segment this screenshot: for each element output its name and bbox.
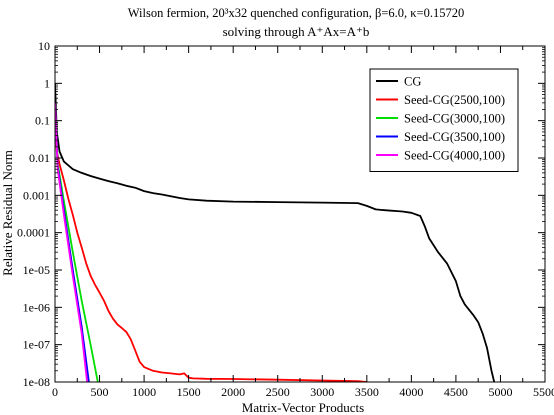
y-tick-label: 10 — [38, 39, 50, 53]
x-tick-label: 500 — [91, 385, 109, 399]
y-tick-label: 0.0001 — [17, 226, 50, 240]
legend-label: Seed-CG(4000,100) — [404, 149, 505, 163]
chart-title-line1: Wilson fermion, 20³x32 quenched configur… — [128, 6, 465, 20]
axes-layer: 0 500 1000 1500 2000 2500 3000 3500 4000 4500 5000… — [17, 39, 554, 399]
x-tick-label: 1500 — [177, 385, 201, 399]
legend-label: Seed-CG(3500,100) — [404, 130, 505, 144]
x-tick-label: 1000 — [132, 385, 156, 399]
y-tick-label: 1 — [44, 76, 50, 90]
legend-label: CG — [404, 75, 421, 89]
x-axis-label: Matrix-Vector Products — [242, 400, 364, 415]
x-tick-label: 5000 — [488, 385, 512, 399]
y-tick-label: 1e-07 — [23, 338, 50, 352]
series-line-0 — [55, 83, 496, 382]
legend-label: Seed-CG(2500,100) — [404, 93, 505, 107]
x-tick-label: 0 — [52, 385, 58, 399]
y-tick-label: 0.001 — [23, 188, 50, 202]
y-tick-label: 1e-06 — [23, 300, 50, 314]
x-tick-label: 4000 — [399, 385, 423, 399]
x-tick-label: 2000 — [221, 385, 245, 399]
legend-label: Seed-CG(3000,100) — [404, 112, 505, 126]
series-line-1 — [55, 102, 367, 382]
chart-title-line2: solving through A⁺Ax=A⁺b — [223, 24, 370, 39]
y-tick-label: 1e-05 — [23, 263, 50, 277]
y-tick-label: 1e-08 — [23, 375, 50, 389]
y-axis-label: Relative Residual Norm — [0, 150, 15, 276]
x-tick-label: 3500 — [355, 385, 379, 399]
y-tick-label: 0.01 — [29, 151, 50, 165]
legend: CG Seed-CG(2500,100) Seed-CG(3000,100) Seed… — [369, 68, 519, 172]
x-tick-label: 3000 — [310, 385, 334, 399]
x-tick-label: 2500 — [266, 385, 290, 399]
y-tick-label: 0.1 — [35, 114, 50, 128]
x-tick-label: 4500 — [444, 385, 468, 399]
x-tick-label: 5500 — [533, 385, 554, 399]
series-line-2 — [55, 102, 99, 382]
